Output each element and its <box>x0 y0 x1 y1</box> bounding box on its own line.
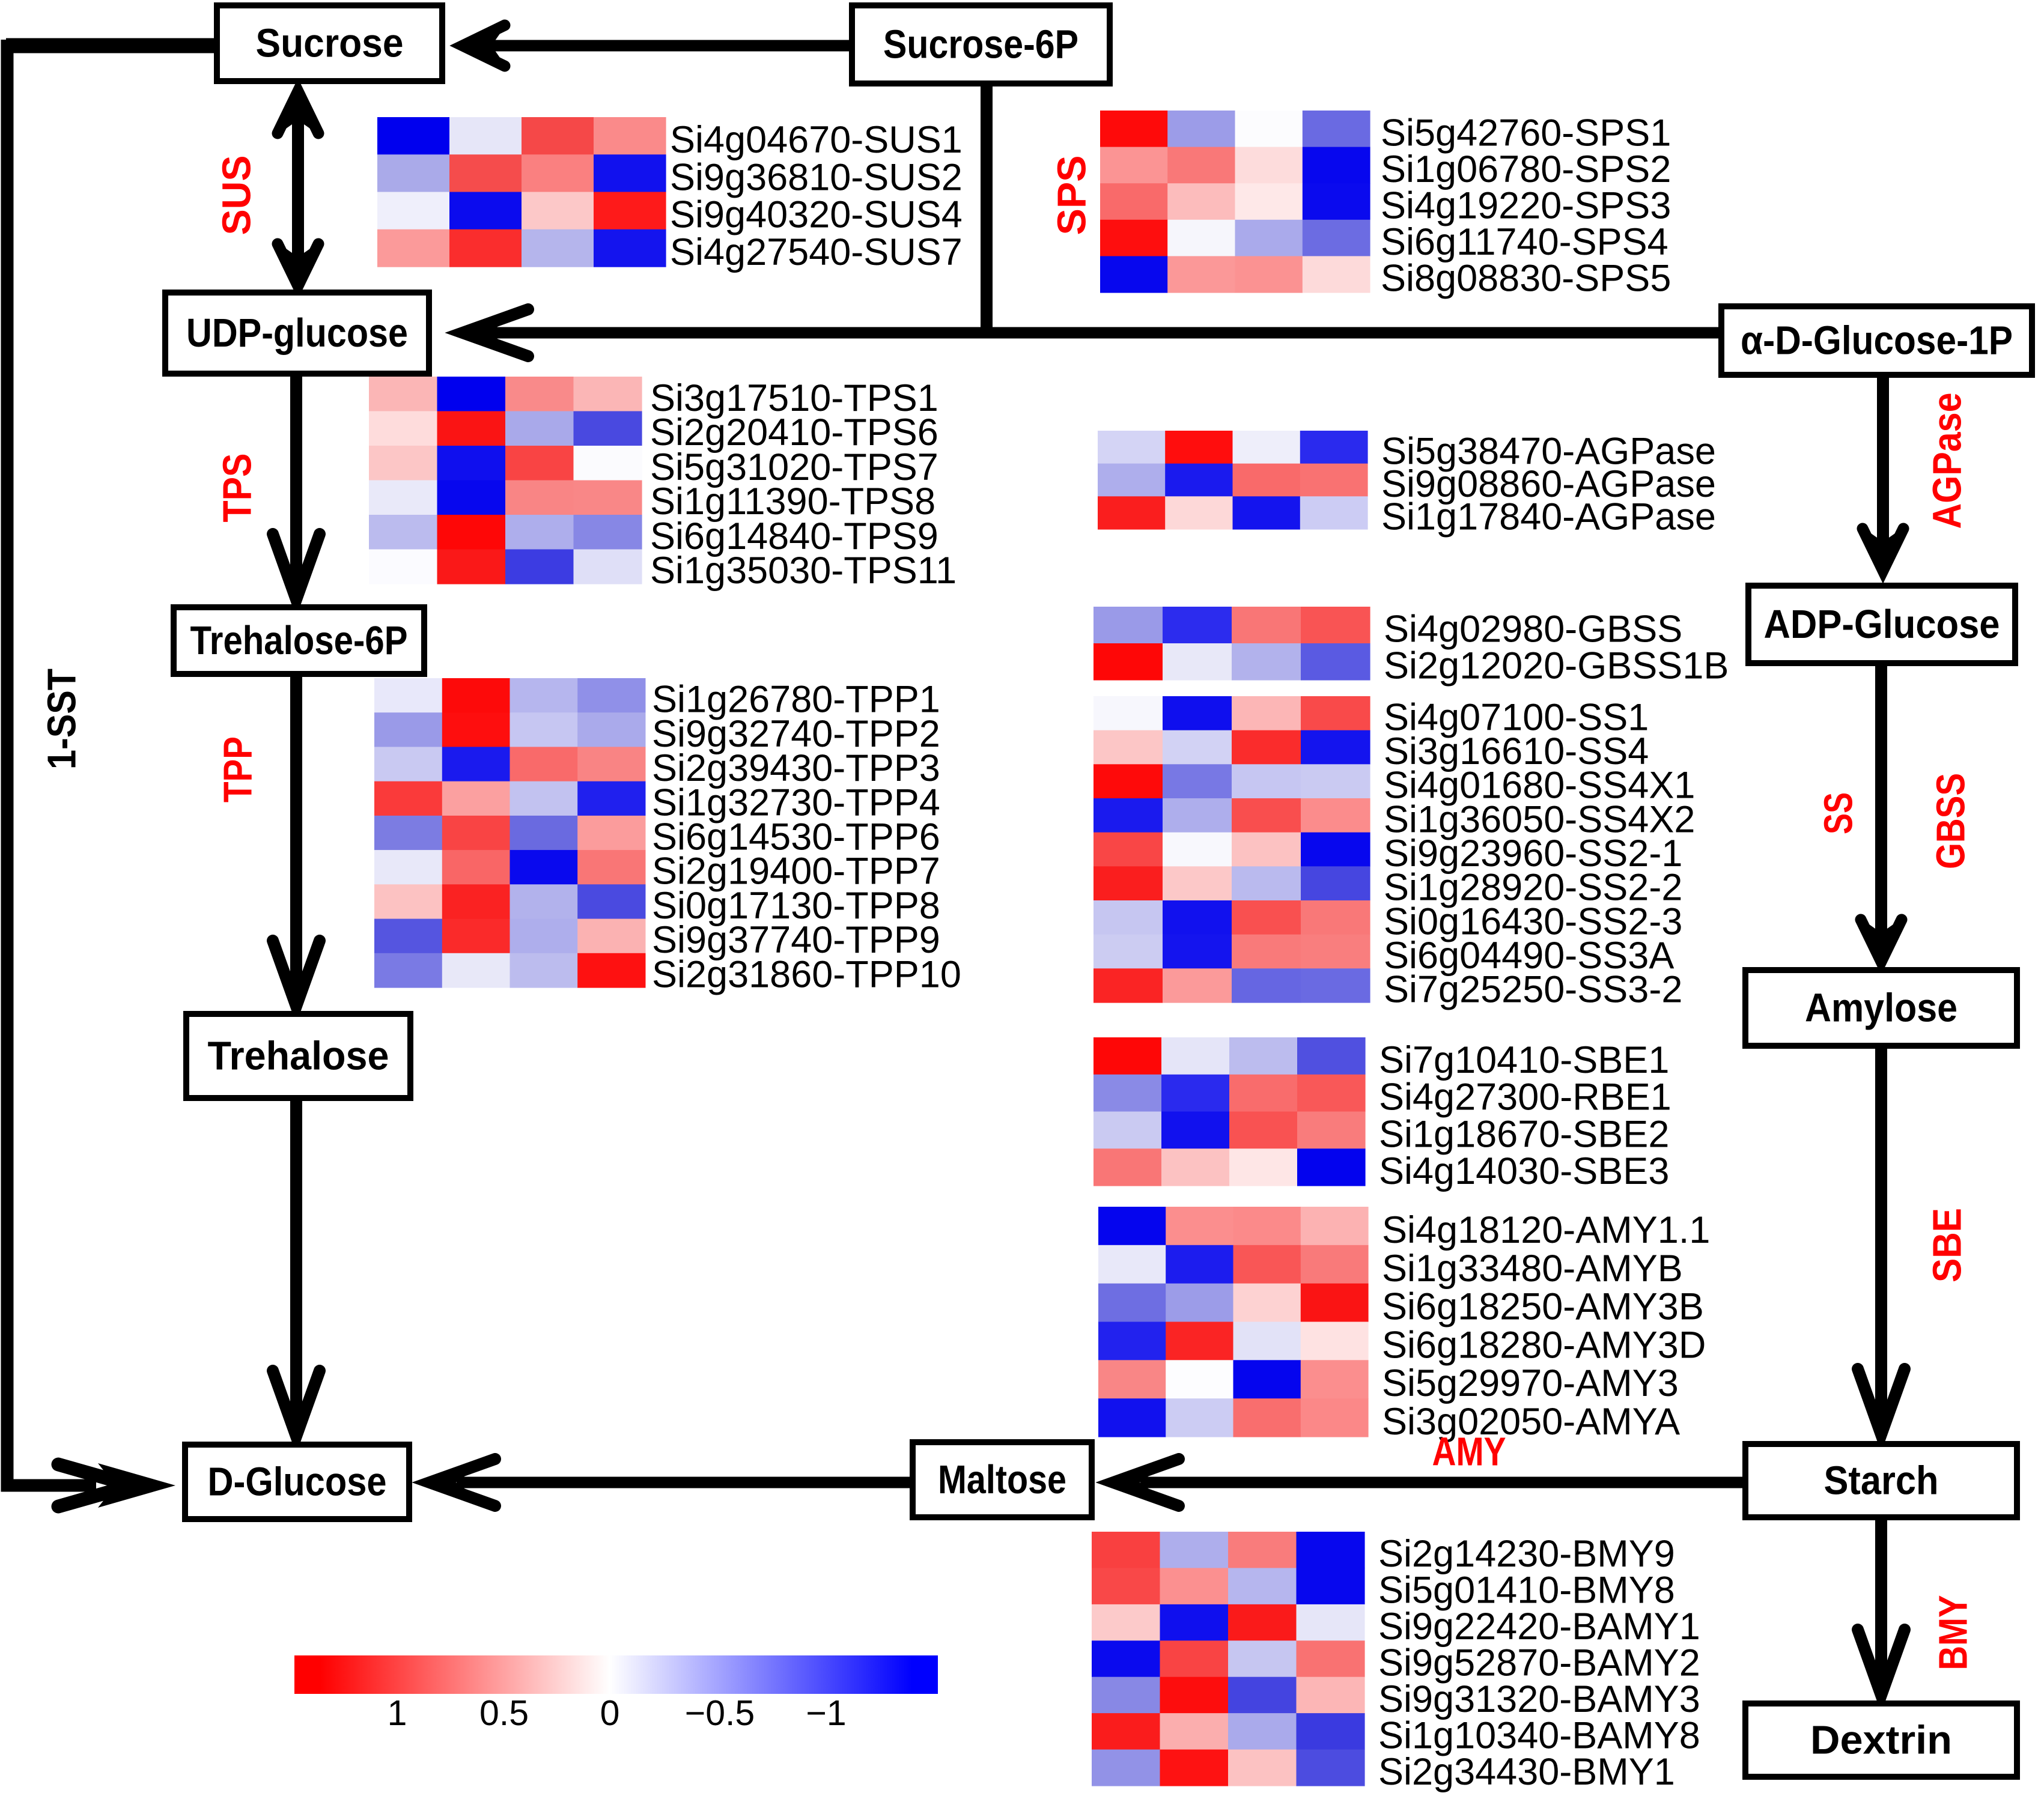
svg-text:Si1g11390-TPS8: Si1g11390-TPS8 <box>650 481 935 523</box>
svg-text:Si1g06780-SPS2: Si1g06780-SPS2 <box>1381 148 1671 190</box>
svg-text:D-Glucose: D-Glucose <box>208 1460 387 1505</box>
svg-text:Si9g37740-TPP9: Si9g37740-TPP9 <box>652 919 940 961</box>
svg-text:Si1g35030-TPS11: Si1g35030-TPS11 <box>650 550 957 592</box>
svg-text:Starch: Starch <box>1824 1458 1939 1503</box>
svg-text:Si3g02050-AMYA: Si3g02050-AMYA <box>1382 1401 1680 1443</box>
svg-text:Sucrose: Sucrose <box>256 21 404 66</box>
svg-text:Si9g32740-TPP2: Si9g32740-TPP2 <box>652 713 940 755</box>
svg-text:Trehalose-6P: Trehalose-6P <box>190 618 408 663</box>
svg-text:Si2g39430-TPP3: Si2g39430-TPP3 <box>652 747 940 789</box>
svg-text:Si1g33480-AMYB: Si1g33480-AMYB <box>1382 1248 1683 1290</box>
svg-text:SUS: SUS <box>214 156 260 235</box>
svg-text:Si4g19220-SPS3: Si4g19220-SPS3 <box>1381 185 1671 227</box>
svg-text:Si9g22420-BAMY1: Si9g22420-BAMY1 <box>1378 1606 1700 1648</box>
svg-text:UDP-glucose: UDP-glucose <box>186 311 408 356</box>
svg-text:0.5: 0.5 <box>479 1693 529 1733</box>
svg-text:SS: SS <box>1816 792 1861 834</box>
svg-text:Dextrin: Dextrin <box>1810 1718 1952 1763</box>
svg-text:Si4g07100-SS1: Si4g07100-SS1 <box>1384 696 1649 738</box>
svg-text:Si9g40320-SUS4: Si9g40320-SUS4 <box>670 194 963 236</box>
svg-text:TPP: TPP <box>216 736 261 802</box>
svg-text:Si4g27300-RBE1: Si4g27300-RBE1 <box>1379 1076 1671 1118</box>
svg-text:Si0g16430-SS2-3: Si0g16430-SS2-3 <box>1384 900 1682 942</box>
svg-text:Si5g01410-BMY8: Si5g01410-BMY8 <box>1378 1570 1675 1612</box>
svg-text:Si7g10410-SBE1: Si7g10410-SBE1 <box>1379 1039 1669 1081</box>
svg-text:Si9g52870-BAMY2: Si9g52870-BAMY2 <box>1378 1642 1700 1684</box>
svg-text:Si1g17840-AGPase: Si1g17840-AGPase <box>1381 496 1716 538</box>
svg-text:1: 1 <box>388 1693 407 1733</box>
svg-text:Si6g04490-SS3A: Si6g04490-SS3A <box>1384 935 1674 977</box>
svg-text:−0.5: −0.5 <box>685 1693 755 1733</box>
svg-text:Si1g32730-TPP4: Si1g32730-TPP4 <box>652 781 940 824</box>
svg-text:Si1g18670-SBE2: Si1g18670-SBE2 <box>1379 1113 1669 1155</box>
svg-text:Si2g19400-TPP7: Si2g19400-TPP7 <box>652 851 940 893</box>
svg-text:Si4g01680-SS4X1: Si4g01680-SS4X1 <box>1384 765 1695 807</box>
svg-text:Si9g08860-AGPase: Si9g08860-AGPase <box>1381 463 1716 505</box>
svg-text:Si5g38470-AGPase: Si5g38470-AGPase <box>1381 430 1716 472</box>
svg-text:Si2g12020-GBSS1B: Si2g12020-GBSS1B <box>1384 645 1729 687</box>
svg-text:Si4g04670-SUS1: Si4g04670-SUS1 <box>670 119 963 161</box>
svg-text:Amylose: Amylose <box>1805 986 1957 1031</box>
svg-text:Si1g10340-BAMY8: Si1g10340-BAMY8 <box>1378 1714 1700 1756</box>
svg-text:Si3g17510-TPS1: Si3g17510-TPS1 <box>650 377 938 419</box>
svg-text:Si0g17130-TPP8: Si0g17130-TPP8 <box>652 885 940 927</box>
svg-text:Si5g29970-AMY3: Si5g29970-AMY3 <box>1382 1362 1679 1404</box>
svg-text:GBSS: GBSS <box>1929 773 1974 869</box>
svg-text:Si2g20410-TPS6: Si2g20410-TPS6 <box>650 411 938 454</box>
svg-text:Maltose: Maltose <box>938 1457 1066 1502</box>
svg-text:Si6g14840-TPS9: Si6g14840-TPS9 <box>650 515 938 557</box>
svg-text:SPS: SPS <box>1050 156 1095 235</box>
svg-text:SBE: SBE <box>1925 1208 1970 1282</box>
svg-text:Si7g25250-SS3-2: Si7g25250-SS3-2 <box>1384 969 1682 1011</box>
svg-text:Si5g31020-TPS7: Si5g31020-TPS7 <box>650 446 938 488</box>
svg-text:Si5g42760-SPS1: Si5g42760-SPS1 <box>1381 112 1671 154</box>
svg-text:1-SST: 1-SST <box>40 669 85 769</box>
svg-text:−1: −1 <box>806 1693 846 1733</box>
svg-text:Si1g26780-TPP1: Si1g26780-TPP1 <box>652 679 940 721</box>
svg-text:Si9g31320-BAMY3: Si9g31320-BAMY3 <box>1378 1678 1700 1720</box>
svg-text:α-D-Glucose-1P: α-D-Glucose-1P <box>1741 318 2013 363</box>
svg-text:Si6g18250-AMY3B: Si6g18250-AMY3B <box>1382 1286 1704 1328</box>
svg-text:Si4g27540-SUS7: Si4g27540-SUS7 <box>670 231 963 273</box>
svg-text:Sucrose-6P: Sucrose-6P <box>883 22 1078 67</box>
svg-text:Si4g02980-GBSS: Si4g02980-GBSS <box>1384 608 1682 651</box>
svg-text:Si1g36050-SS4X2: Si1g36050-SS4X2 <box>1384 798 1695 840</box>
svg-text:Si4g18120-AMY1.1: Si4g18120-AMY1.1 <box>1382 1209 1710 1251</box>
svg-text:BMY: BMY <box>1931 1595 1976 1670</box>
svg-text:AMY: AMY <box>1432 1430 1506 1475</box>
svg-text:AGPase: AGPase <box>1925 393 1970 529</box>
svg-text:Si8g08830-SPS5: Si8g08830-SPS5 <box>1381 258 1671 300</box>
svg-text:Si2g14230-BMY9: Si2g14230-BMY9 <box>1378 1533 1675 1575</box>
svg-text:Si6g18280-AMY3D: Si6g18280-AMY3D <box>1382 1324 1706 1366</box>
svg-text:Si6g14530-TPP6: Si6g14530-TPP6 <box>652 816 940 858</box>
svg-text:Si1g28920-SS2-2: Si1g28920-SS2-2 <box>1384 867 1682 909</box>
svg-text:Si4g14030-SBE3: Si4g14030-SBE3 <box>1379 1150 1669 1192</box>
svg-text:Si3g16610-SS4: Si3g16610-SS4 <box>1384 730 1649 772</box>
svg-text:Si9g23960-SS2-1: Si9g23960-SS2-1 <box>1384 833 1682 875</box>
svg-text:Si2g34430-BMY1: Si2g34430-BMY1 <box>1378 1751 1675 1793</box>
svg-text:TPS: TPS <box>215 454 260 523</box>
svg-text:Si2g31860-TPP10: Si2g31860-TPP10 <box>652 953 961 995</box>
svg-text:ADP-Glucose: ADP-Glucose <box>1764 602 2000 647</box>
svg-text:Trehalose: Trehalose <box>208 1034 389 1079</box>
svg-text:0: 0 <box>600 1693 620 1733</box>
svg-text:Si6g11740-SPS4: Si6g11740-SPS4 <box>1381 221 1668 263</box>
svg-text:Si9g36810-SUS2: Si9g36810-SUS2 <box>670 156 963 198</box>
